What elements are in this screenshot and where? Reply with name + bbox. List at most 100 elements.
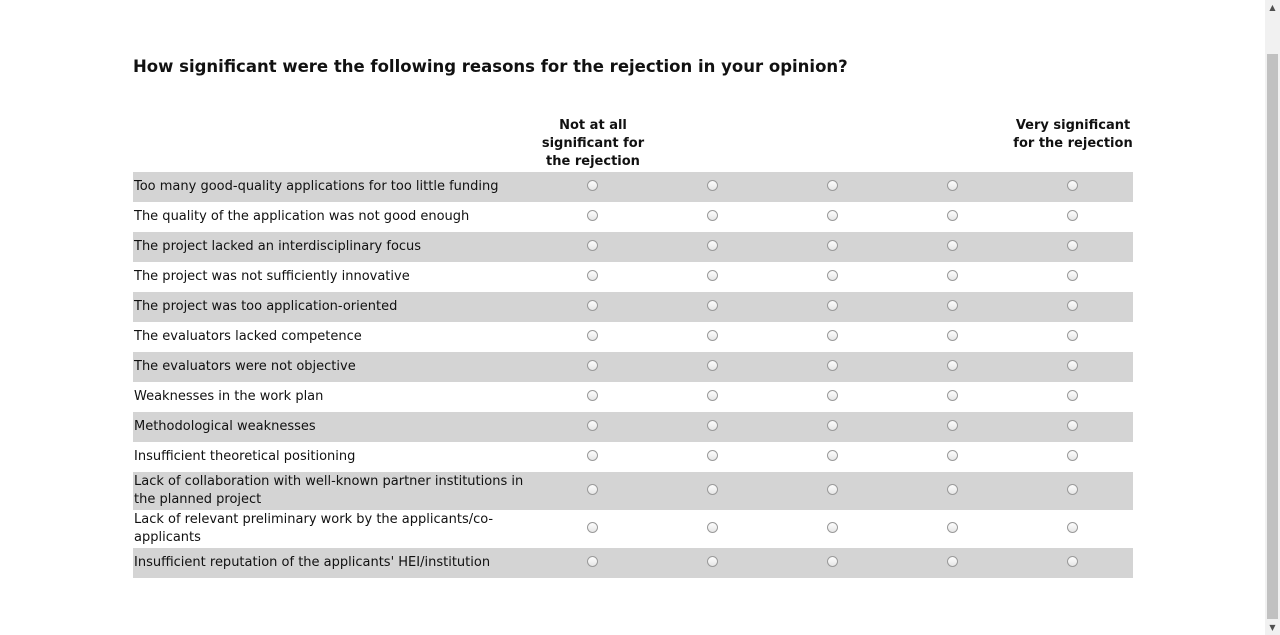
rating-radio-5[interactable] [1067, 450, 1078, 461]
rating-radio-4[interactable] [947, 180, 958, 191]
rating-radio-1[interactable] [587, 240, 598, 251]
rating-radio-4[interactable] [947, 450, 958, 461]
item-label: Lack of relevant preliminary work by the… [134, 512, 494, 545]
rating-radio-5[interactable] [1067, 180, 1078, 191]
rating-radio-2[interactable] [707, 450, 718, 461]
rating-radio-1[interactable] [587, 420, 598, 431]
scale-low-label: Not at all significant for the rejection [541, 118, 645, 169]
rating-matrix: Not at all significant for the rejection… [133, 117, 1133, 578]
rating-radio-5[interactable] [1067, 270, 1078, 281]
matrix-row: The evaluators lacked competence [133, 322, 1133, 352]
triangle-down-icon[interactable]: ▼ [1269, 623, 1276, 632]
rating-radio-5[interactable] [1067, 484, 1078, 495]
rating-radio-4[interactable] [947, 522, 958, 533]
rating-radio-5[interactable] [1067, 360, 1078, 371]
scrollbar-thumb[interactable] [1267, 54, 1278, 619]
rating-radio-1[interactable] [587, 556, 598, 567]
rating-radio-4[interactable] [947, 300, 958, 311]
rating-radio-1[interactable] [587, 300, 598, 311]
rating-options [533, 172, 1133, 202]
item-label: Insufficient theoretical positioning [134, 449, 356, 464]
rating-radio-5[interactable] [1067, 420, 1078, 431]
rating-radio-3[interactable] [827, 556, 838, 567]
matrix-row: Too many good-quality applications for t… [133, 172, 1133, 202]
item-label: The evaluators were not objective [134, 359, 356, 374]
matrix-row: The evaluators were not objective [133, 352, 1133, 382]
rating-radio-2[interactable] [707, 210, 718, 221]
rating-radio-3[interactable] [827, 522, 838, 533]
rating-radio-1[interactable] [587, 360, 598, 371]
rating-radio-4[interactable] [947, 360, 958, 371]
matrix-header: Not at all significant for the rejection… [133, 117, 1133, 172]
rating-radio-4[interactable] [947, 484, 958, 495]
rating-radio-4[interactable] [947, 330, 958, 341]
matrix-row: Methodological weaknesses [133, 412, 1133, 442]
rating-radio-2[interactable] [707, 180, 718, 191]
rating-radio-2[interactable] [707, 484, 718, 495]
matrix-row: Insufficient reputation of the applicant… [133, 548, 1133, 578]
rating-radio-4[interactable] [947, 556, 958, 567]
rating-radio-1[interactable] [587, 330, 598, 341]
rating-radio-3[interactable] [827, 270, 838, 281]
rating-radio-3[interactable] [827, 330, 838, 341]
item-label: The project was not sufficiently innovat… [134, 269, 410, 284]
rating-radio-3[interactable] [827, 240, 838, 251]
rating-radio-5[interactable] [1067, 210, 1078, 221]
rating-radio-2[interactable] [707, 360, 718, 371]
rating-radio-4[interactable] [947, 270, 958, 281]
triangle-up-icon[interactable]: ▲ [1269, 3, 1276, 12]
rating-radio-3[interactable] [827, 210, 838, 221]
rating-radio-3[interactable] [827, 420, 838, 431]
matrix-rows: Too many good-quality applications for t… [133, 172, 1133, 578]
rating-radio-4[interactable] [947, 390, 958, 401]
rating-radio-3[interactable] [827, 390, 838, 401]
item-label: Insufficient reputation of the applicant… [134, 555, 491, 570]
item-label: Too many good-quality applications for t… [134, 179, 499, 194]
item-label: The quality of the application was not g… [134, 209, 470, 224]
rating-radio-4[interactable] [947, 210, 958, 221]
rating-radio-2[interactable] [707, 240, 718, 251]
rating-options [533, 292, 1133, 322]
matrix-row: Lack of collaboration with well-known pa… [133, 472, 1133, 510]
rating-radio-2[interactable] [707, 522, 718, 533]
rating-options [533, 232, 1133, 262]
vertical-scrollbar[interactable]: ▲ ▼ [1265, 0, 1280, 635]
rating-radio-1[interactable] [587, 450, 598, 461]
rating-radio-2[interactable] [707, 330, 718, 341]
rating-radio-3[interactable] [827, 180, 838, 191]
matrix-row: The project was too application-oriented [133, 292, 1133, 322]
matrix-row: Insufficient theoretical positioning [133, 442, 1133, 472]
rating-radio-5[interactable] [1067, 240, 1078, 251]
rating-radio-2[interactable] [707, 270, 718, 281]
rating-radio-4[interactable] [947, 420, 958, 431]
rating-radio-3[interactable] [827, 360, 838, 371]
rating-options [533, 202, 1133, 232]
rating-radio-2[interactable] [707, 300, 718, 311]
rating-radio-1[interactable] [587, 210, 598, 221]
rating-radio-1[interactable] [587, 484, 598, 495]
rating-radio-5[interactable] [1067, 556, 1078, 567]
rating-options [533, 322, 1133, 352]
rating-radio-1[interactable] [587, 180, 598, 191]
rating-radio-2[interactable] [707, 390, 718, 401]
matrix-row: The project lacked an interdisciplinary … [133, 232, 1133, 262]
rating-radio-3[interactable] [827, 450, 838, 461]
rating-radio-5[interactable] [1067, 330, 1078, 341]
rating-radio-5[interactable] [1067, 522, 1078, 533]
rating-radio-2[interactable] [707, 556, 718, 567]
rating-radio-3[interactable] [827, 484, 838, 495]
rating-radio-2[interactable] [707, 420, 718, 431]
matrix-row: The quality of the application was not g… [133, 202, 1133, 232]
rating-radio-4[interactable] [947, 240, 958, 251]
rating-radio-1[interactable] [587, 390, 598, 401]
question-title: How significant were the following reaso… [133, 57, 848, 76]
rating-radio-5[interactable] [1067, 390, 1078, 401]
rating-radio-1[interactable] [587, 522, 598, 533]
scale-high-label: Very significant for the rejection [1013, 118, 1133, 151]
item-label: Lack of collaboration with well-known pa… [134, 474, 524, 507]
rating-radio-5[interactable] [1067, 300, 1078, 311]
rating-options [533, 352, 1133, 382]
rating-radio-3[interactable] [827, 300, 838, 311]
rating-radio-1[interactable] [587, 270, 598, 281]
